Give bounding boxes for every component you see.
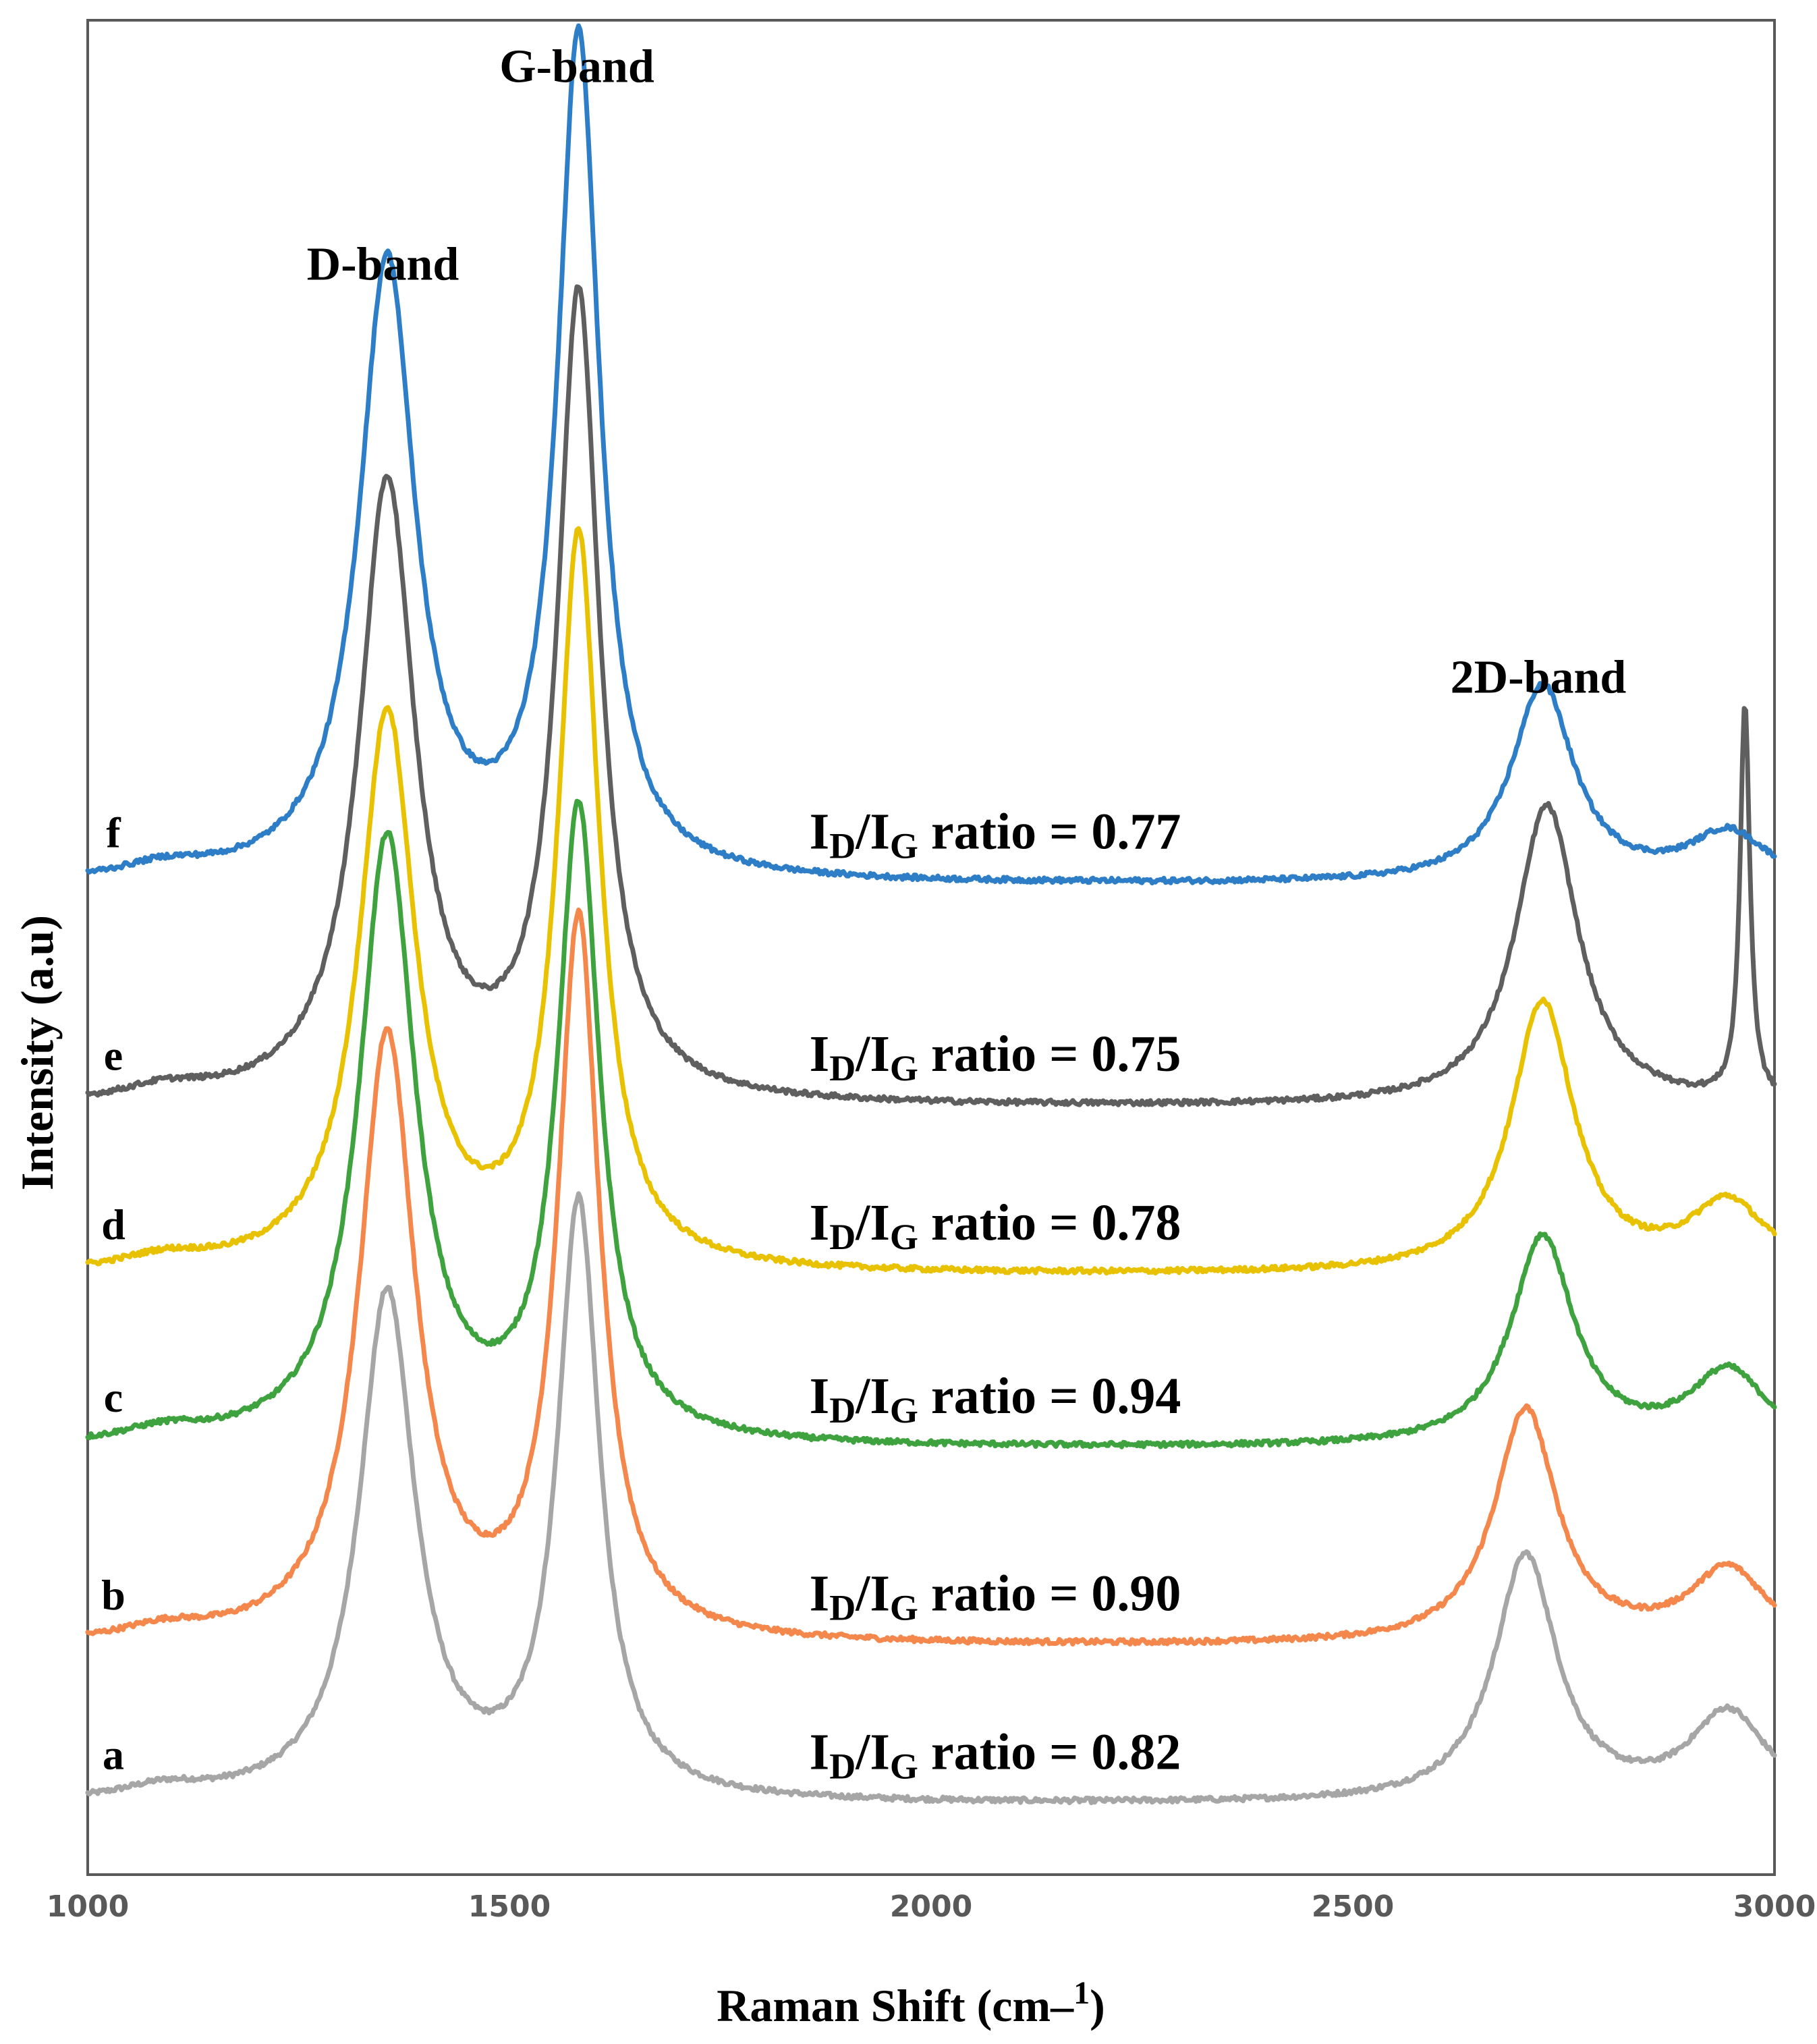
curve-label-b: b (101, 1571, 125, 1619)
x-tick-label-3000: 3000 (1733, 1889, 1816, 1924)
ratio-label-e: ID/IG ratio = 0.75 (810, 1026, 1181, 1088)
band-annotations: D-band G-band 2D-band (307, 41, 1627, 704)
plot-area-frame (86, 19, 1776, 1876)
ratio-labels: ID/IG ratio = 0.82 ID/IG ratio = 0.90 ID/I… (810, 804, 1181, 1787)
ratio-label-c: ID/IG ratio = 0.94 (810, 1368, 1181, 1431)
annotation-d-band: D-band (307, 239, 459, 291)
ratio-label-b: ID/IG ratio = 0.90 (810, 1565, 1181, 1628)
spectra (85, 23, 1777, 1806)
curve-label-a: a (103, 1731, 124, 1779)
curve-label-c: c (104, 1373, 123, 1421)
spectrum-line-c (85, 798, 1777, 1449)
curve-label-d: d (101, 1200, 125, 1248)
x-tick-labels: 1000 1500 2000 2500 3000 (47, 1889, 1816, 1924)
x-tick-label-1000: 1000 (47, 1889, 129, 1924)
annotation-g-band: G-band (499, 41, 654, 93)
spectrum-line-e (85, 284, 1777, 1107)
x-tick-label-2500: 2500 (1312, 1889, 1394, 1924)
curve-labels: a b c d e f (101, 809, 125, 1779)
spectrum-line-b (85, 907, 1777, 1647)
spectrum-line-a (85, 1191, 1777, 1806)
ratio-label-a: ID/IG ratio = 0.82 (810, 1724, 1181, 1787)
spectrum-line-d (85, 526, 1777, 1276)
ratio-label-d: ID/IG ratio = 0.78 (810, 1194, 1181, 1257)
y-axis-title: Intensity (a.u) (11, 915, 63, 1190)
curve-label-e: e (104, 1032, 123, 1080)
ratio-label-f: ID/IG ratio = 0.77 (810, 804, 1181, 866)
spectrum-line-f (85, 23, 1777, 886)
annotation-2d-band: 2D-band (1451, 652, 1627, 704)
x-tick-label-2000: 2000 (890, 1889, 972, 1924)
curve-label-f: f (106, 809, 121, 857)
x-axis-title: Raman Shift (cm–1) (717, 1975, 1105, 2032)
x-tick-label-1500: 1500 (468, 1889, 551, 1924)
